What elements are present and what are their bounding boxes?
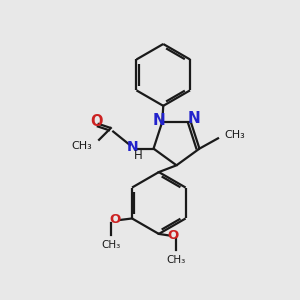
Text: H: H [134, 149, 143, 163]
Text: CH₃: CH₃ [167, 255, 186, 265]
Text: N: N [152, 113, 165, 128]
Text: CH₃: CH₃ [101, 240, 121, 250]
Text: N: N [188, 111, 201, 126]
Text: CH₃: CH₃ [71, 141, 92, 151]
Text: O: O [90, 114, 102, 129]
Text: N: N [127, 140, 139, 154]
Text: CH₃: CH₃ [224, 130, 245, 140]
Text: O: O [110, 213, 121, 226]
Text: O: O [168, 229, 179, 242]
